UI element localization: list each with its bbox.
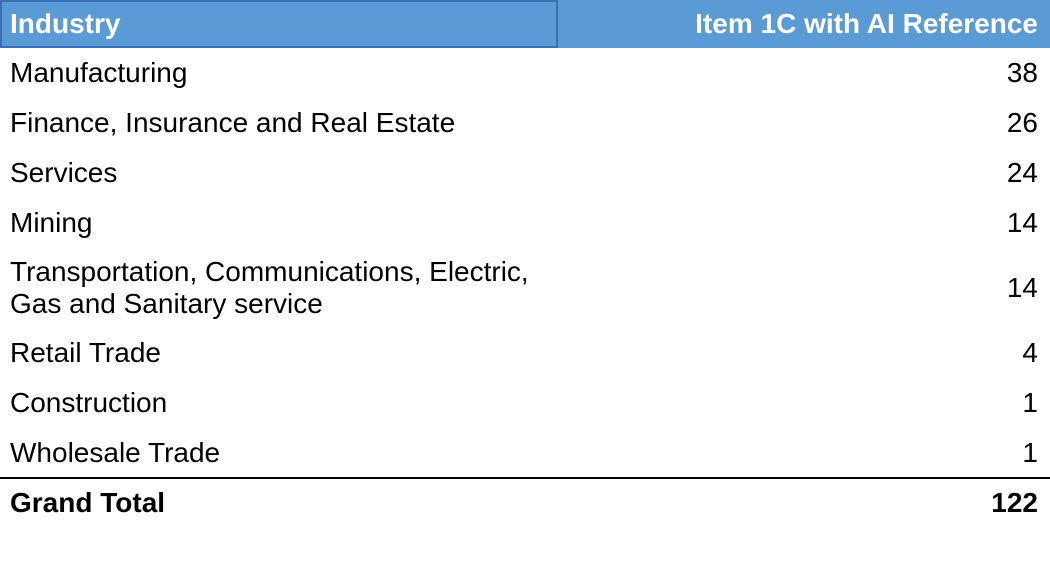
cell-industry: Construction	[0, 378, 558, 428]
cell-industry: Manufacturing	[0, 48, 558, 98]
table-row[interactable]: Wholesale Trade 1	[0, 428, 1050, 478]
cell-industry: Transportation, Communications, Electric…	[0, 248, 558, 328]
table-row[interactable]: Finance, Insurance and Real Estate 26	[0, 98, 1050, 148]
cell-value: 1	[558, 378, 1050, 428]
cell-value: 1	[558, 428, 1050, 478]
cell-value: 14	[558, 248, 1050, 328]
cell-value: 4	[558, 328, 1050, 378]
cell-value: 26	[558, 98, 1050, 148]
table-row[interactable]: Retail Trade 4	[0, 328, 1050, 378]
cell-industry: Mining	[0, 198, 558, 248]
table-header: Industry Item 1C with AI Reference	[0, 0, 1050, 48]
table-row[interactable]: Transportation, Communications, Electric…	[0, 248, 1050, 328]
grand-total-label: Grand Total	[0, 478, 558, 527]
column-header-industry[interactable]: Industry	[0, 0, 558, 48]
table-row[interactable]: Services 24	[0, 148, 1050, 198]
cell-industry: Finance, Insurance and Real Estate	[0, 98, 558, 148]
industry-ai-reference-table: Industry Item 1C with AI Reference Manuf…	[0, 0, 1050, 527]
cell-value: 14	[558, 198, 1050, 248]
table-row[interactable]: Mining 14	[0, 198, 1050, 248]
table-row[interactable]: Manufacturing 38	[0, 48, 1050, 98]
table-row[interactable]: Construction 1	[0, 378, 1050, 428]
cell-industry: Wholesale Trade	[0, 428, 558, 478]
cell-value: 38	[558, 48, 1050, 98]
cell-value: 24	[558, 148, 1050, 198]
column-header-value[interactable]: Item 1C with AI Reference	[558, 0, 1050, 48]
cell-industry: Services	[0, 148, 558, 198]
table-body: Manufacturing 38 Finance, Insurance and …	[0, 48, 1050, 478]
cell-industry: Retail Trade	[0, 328, 558, 378]
grand-total-value: 122	[558, 478, 1050, 527]
grand-total-row: Grand Total 122	[0, 478, 1050, 527]
